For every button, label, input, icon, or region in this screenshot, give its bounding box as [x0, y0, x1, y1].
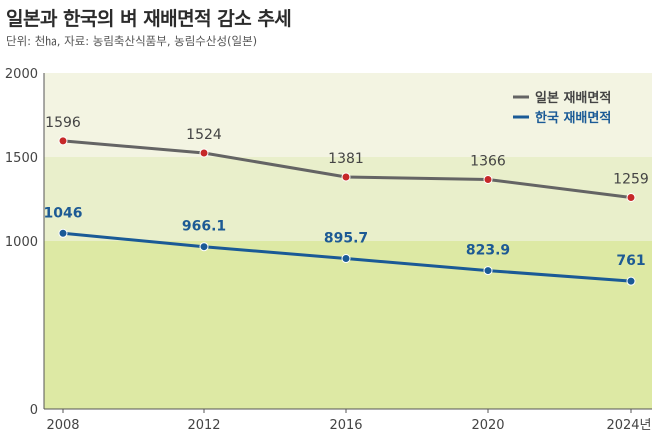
- x-tick-label: 2012: [187, 418, 220, 433]
- data-point-korea: [483, 266, 493, 276]
- y-tick-label: 1000: [5, 235, 38, 250]
- legend-label-korea: 한국 재배면적: [535, 110, 611, 126]
- axes: 0 1000 1500 2000 2008 2012 2016 2020 2024년: [5, 67, 652, 433]
- background-bands: [44, 73, 652, 409]
- band-1500-2000: [44, 73, 652, 157]
- data-point-japan: [199, 148, 209, 158]
- data-label-japan: 1259: [613, 171, 649, 187]
- y-tick-label: 0: [30, 403, 38, 418]
- data-label-korea: 1046: [44, 205, 83, 221]
- x-tick-label: 2008: [46, 418, 79, 433]
- data-label-korea: 895.7: [324, 231, 368, 247]
- x-tick-label: 2016: [329, 418, 362, 433]
- data-point-korea: [341, 254, 351, 264]
- y-tick-label: 1500: [5, 151, 38, 166]
- page-title: 일본과 한국의 벼 재배면적 감소 추세: [6, 8, 292, 30]
- data-label-japan: 1596: [45, 115, 81, 131]
- y-tick-label: 2000: [5, 67, 38, 82]
- data-label-korea: 761: [616, 253, 645, 269]
- data-point-korea: [626, 276, 636, 286]
- data-point-japan: [626, 192, 636, 202]
- band-1000-1500: [44, 157, 652, 241]
- data-point-japan: [483, 175, 493, 185]
- legend-label-japan: 일본 재배면적: [535, 90, 611, 106]
- data-label-japan: 1381: [328, 151, 364, 167]
- data-point-japan: [341, 172, 351, 182]
- data-label-japan: 1366: [470, 154, 506, 170]
- band-0-1000: [44, 241, 652, 409]
- x-tick-label: 2024년: [606, 418, 651, 433]
- data-point-korea: [58, 228, 68, 238]
- series-layer: 1596 1524 1381 1366 1259 1046 966.1 895.7 823.9 7…: [44, 115, 649, 286]
- data-label-korea: 823.9: [466, 243, 510, 259]
- page-subtitle: 단위: 천㏊, 자료: 농림축산식품부, 농림수산성(일본): [6, 34, 258, 48]
- data-point-korea: [199, 242, 209, 252]
- data-label-japan: 1524: [186, 127, 222, 143]
- data-label-korea: 966.1: [182, 219, 226, 235]
- x-tick-label: 2020: [471, 418, 504, 433]
- data-point-japan: [58, 136, 68, 146]
